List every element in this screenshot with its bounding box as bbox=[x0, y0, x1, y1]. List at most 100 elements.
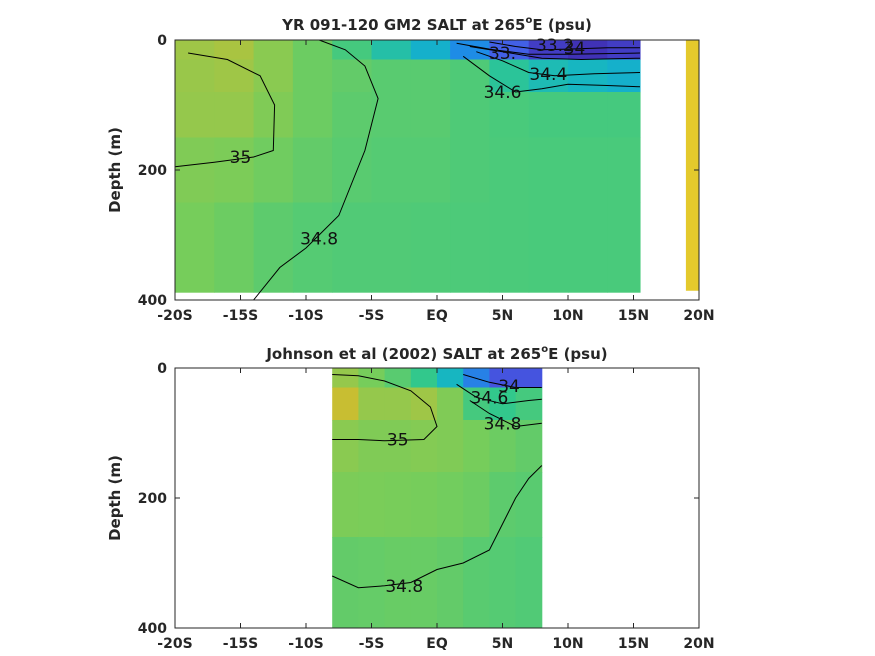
heatmap-cell bbox=[358, 387, 386, 421]
heatmap-cell bbox=[528, 137, 569, 203]
heatmap-cell bbox=[358, 537, 386, 629]
y-tick-label: 400 bbox=[138, 293, 167, 309]
contour-line bbox=[331, 465, 543, 589]
heatmap-cell bbox=[292, 40, 333, 60]
heatmap-cell bbox=[607, 92, 641, 138]
x-tick-label: 5N bbox=[492, 308, 513, 324]
heatmap-cell bbox=[384, 387, 412, 421]
heatmap-cell bbox=[515, 387, 543, 421]
contour-line bbox=[462, 55, 641, 93]
top-ticks: -20S -15S -10S -5S EQ 5N 10N 15N 20N 0 200 400 bbox=[138, 33, 715, 324]
x-tick-label: 20N bbox=[683, 636, 714, 652]
x-tick-label: -20S bbox=[157, 308, 192, 324]
x-tick-label: 20N bbox=[683, 308, 714, 324]
heatmap-cell bbox=[515, 420, 543, 473]
contour-label: 34 bbox=[498, 377, 520, 397]
heatmap-cell bbox=[607, 202, 641, 293]
x-tick-label: -5S bbox=[359, 308, 385, 324]
heatmap-cell bbox=[568, 40, 608, 60]
heatmap-cell bbox=[463, 472, 490, 538]
bottom-y-axis-label: Depth (m) bbox=[106, 455, 124, 541]
bottom-title: Johnson et al (2002) SALT at 265oE (psu) bbox=[265, 344, 607, 363]
heatmap-cell bbox=[450, 202, 490, 293]
heatmap-cell bbox=[371, 40, 412, 60]
y-tick-label: 0 bbox=[157, 361, 167, 377]
heatmap-cell bbox=[410, 137, 451, 203]
contour-label: 34.8 bbox=[385, 577, 423, 597]
x-tick-label: -5S bbox=[359, 636, 385, 652]
heatmap-cell bbox=[175, 92, 215, 138]
heatmap-cell bbox=[568, 92, 608, 138]
contour-label: 34.6 bbox=[484, 83, 522, 103]
heatmap-cell bbox=[685, 40, 700, 291]
heatmap-cell bbox=[515, 537, 543, 629]
contour-label: 35 bbox=[230, 148, 252, 168]
heatmap-cell bbox=[410, 40, 451, 60]
bottom-panel: Johnson et al (2002) SALT at 265oE (psu)… bbox=[106, 344, 715, 652]
heatmap-cell bbox=[214, 40, 255, 60]
heatmap-cell bbox=[463, 420, 490, 473]
heatmap-cell bbox=[292, 137, 333, 203]
heatmap-cell bbox=[253, 40, 294, 60]
x-tick-label: -15S bbox=[223, 308, 258, 324]
x-tick-label: EQ bbox=[426, 636, 448, 652]
heatmap-cell bbox=[450, 59, 490, 93]
contour-label: 34 bbox=[564, 39, 586, 59]
y-tick-label: 400 bbox=[138, 621, 167, 637]
heatmap-cell bbox=[410, 202, 451, 293]
heatmap-cell bbox=[437, 368, 464, 388]
contour-label: 33. bbox=[489, 44, 516, 64]
bottom-contours: 35 34.8 34.6 34.8 34 bbox=[331, 374, 543, 597]
x-tick-label: -20S bbox=[157, 636, 192, 652]
contour-line bbox=[489, 41, 640, 51]
contour-label: 34.8 bbox=[484, 414, 522, 434]
heatmap-cell bbox=[332, 472, 359, 538]
heatmap-cell bbox=[175, 202, 215, 293]
heatmap-cell bbox=[292, 59, 333, 93]
heatmap-cell bbox=[371, 202, 412, 293]
top-panel: YR 091-120 GM2 SALT at 265oE (psu) Depth… bbox=[106, 15, 715, 324]
heatmap-cell bbox=[292, 92, 333, 138]
heatmap-cell bbox=[437, 387, 464, 421]
heatmap-cell bbox=[410, 537, 438, 629]
x-tick-label: -15S bbox=[223, 636, 258, 652]
bottom-ticks: -20S -15S -10S -5S EQ 5N 10N 15N 20N 0 200 400 bbox=[138, 361, 715, 652]
heatmap-cell bbox=[489, 59, 530, 93]
heatmap-cell bbox=[515, 472, 543, 538]
heatmap-cell bbox=[463, 537, 490, 629]
heatmap-cell bbox=[489, 202, 530, 293]
heatmap-cell bbox=[175, 59, 215, 93]
heatmap-cell bbox=[450, 137, 490, 203]
heatmap-cell bbox=[371, 92, 412, 138]
heatmap-cell bbox=[568, 202, 608, 293]
y-tick-label: 200 bbox=[138, 491, 167, 507]
heatmap-cell bbox=[384, 368, 412, 388]
contour-line bbox=[456, 42, 641, 55]
heatmap-cell bbox=[214, 59, 255, 93]
bottom-heatmap-cells bbox=[332, 368, 543, 629]
heatmap-cell bbox=[410, 92, 451, 138]
contour-line bbox=[253, 39, 379, 301]
contour-label: 34.8 bbox=[300, 229, 338, 249]
heatmap-cell bbox=[332, 387, 359, 421]
heatmap-cell bbox=[384, 420, 412, 473]
heatmap-cell bbox=[332, 420, 359, 473]
heatmap-cell bbox=[214, 137, 255, 203]
x-tick-label: EQ bbox=[426, 308, 448, 324]
heatmap-cell bbox=[450, 92, 490, 138]
x-tick-label: 10N bbox=[552, 308, 583, 324]
heatmap-cell bbox=[607, 40, 641, 60]
y-tick-label: 0 bbox=[157, 33, 167, 49]
heatmap-cell bbox=[568, 59, 608, 93]
heatmap-cell bbox=[528, 92, 569, 138]
x-tick-label: 15N bbox=[618, 636, 649, 652]
heatmap-cell bbox=[332, 202, 372, 293]
contour-label: 34.4 bbox=[529, 65, 567, 85]
heatmap-cell bbox=[489, 420, 517, 473]
heatmap-cell bbox=[528, 202, 569, 293]
heatmap-cell bbox=[515, 368, 543, 388]
heatmap-cell bbox=[489, 40, 530, 60]
x-tick-label: 5N bbox=[492, 636, 513, 652]
heatmap-cell bbox=[607, 137, 641, 203]
top-y-axis-label: Depth (m) bbox=[106, 127, 124, 213]
